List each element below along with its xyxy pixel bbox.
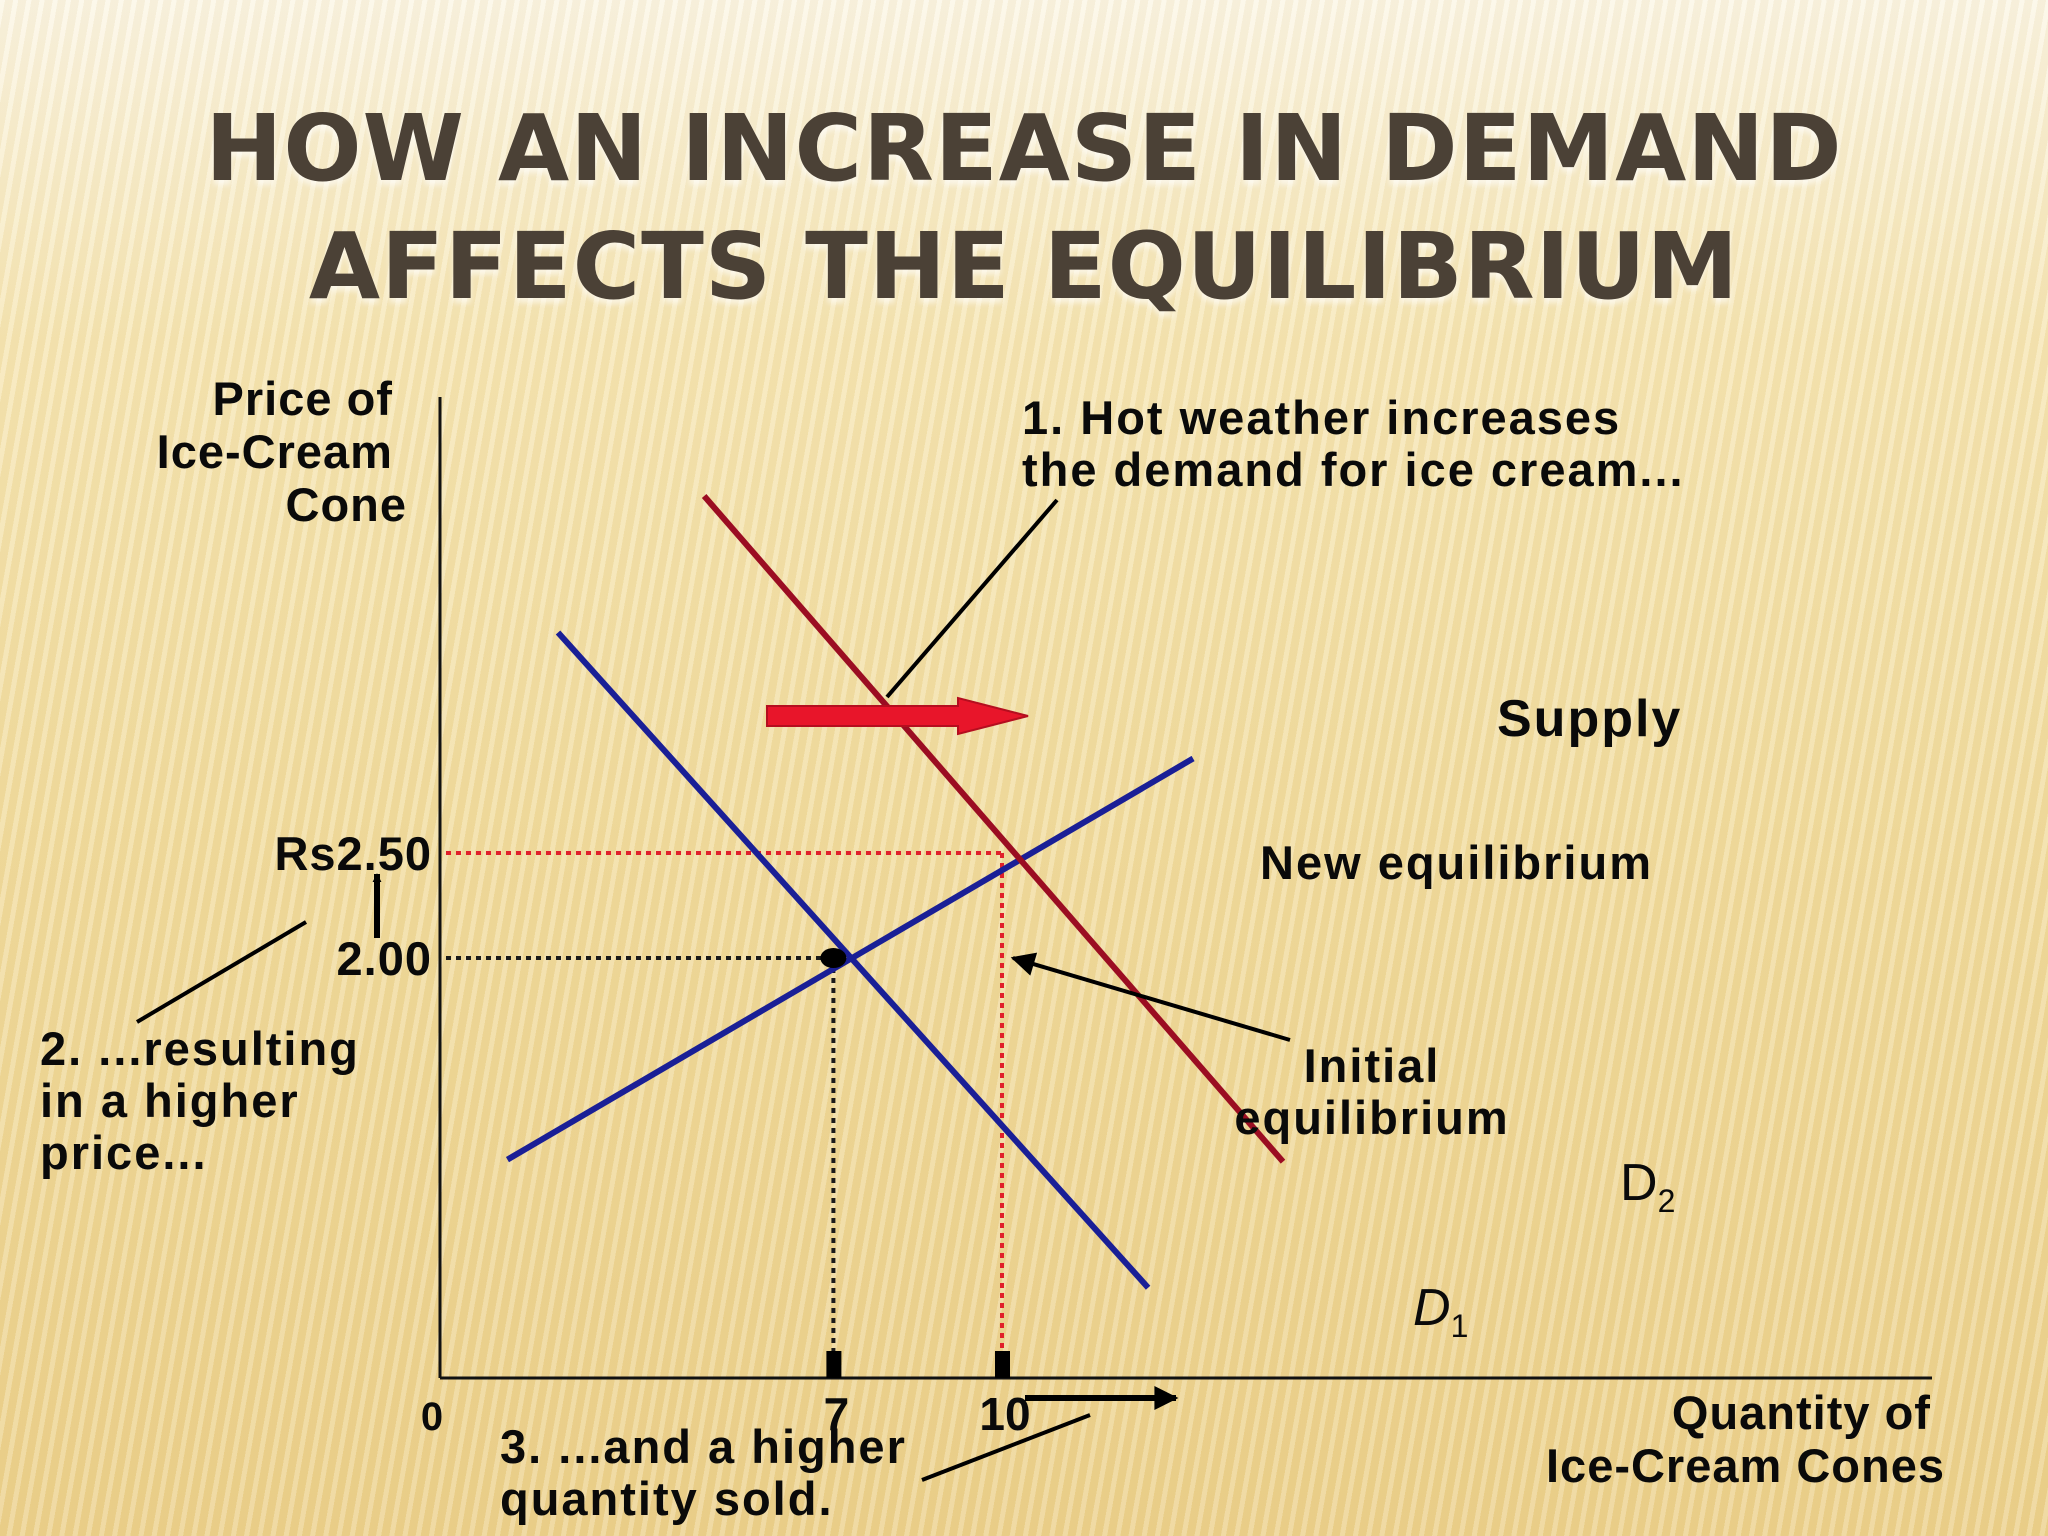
x-tick-label-10: 10	[979, 1388, 1030, 1440]
y-axis-label: Price of Ice-Cream Cone	[157, 372, 407, 531]
annotation-hot-weather: 1. Hot weather increases the demand for …	[1022, 391, 1685, 496]
demand-shift-arrow	[766, 696, 1029, 736]
origin-label: 0	[421, 1395, 443, 1439]
initial-equilibrium-pointer	[1010, 952, 1291, 1042]
slide-title: HOW AN INCREASE IN DEMAND AFFECTS THE EQ…	[0, 90, 2048, 326]
annotation-higher-price: 2. ...resulting in a higher price...	[40, 1022, 375, 1179]
annotation-higher-quantity-pointer	[921, 1413, 1091, 1482]
annotation-hot-weather-pointer	[885, 498, 1059, 699]
d2-label: D2	[1620, 1154, 1675, 1219]
y-tick-label-2: 2.00	[337, 932, 432, 985]
x-tick-label-7: 7	[824, 1388, 850, 1440]
y-tick-label-2.5: Rs2.50	[274, 827, 432, 880]
initial-equilibrium-point	[820, 948, 847, 968]
axis-ticks: 7 10 2.00 Rs2.50	[274, 827, 1030, 1440]
supply-label: Supply	[1497, 690, 1682, 748]
d2-curve	[701, 494, 1286, 1164]
initial-equilibrium-label: Initial equilibrium	[1234, 1039, 1509, 1144]
x-tick-mark-7	[826, 1351, 842, 1378]
new-equilibrium-label: New equilibrium	[1260, 836, 1653, 889]
d1-label: D1	[1413, 1279, 1468, 1344]
annotation-higher-quantity: 3. ...and a higher quantity sold.	[500, 1420, 922, 1525]
x-tick-mark-10	[995, 1351, 1010, 1378]
equilibrium-guides	[446, 851, 1004, 1378]
d1-curve	[555, 630, 1151, 1290]
title-line-1: HOW AN INCREASE IN DEMAND	[205, 95, 1843, 202]
x-axis-label: Quantity of Ice-Cream Cones	[1546, 1386, 1945, 1492]
curve-labels: Supply D1 D2 Initial equilibrium New equilibr…	[1234, 690, 1682, 1344]
annotation-higher-price-pointer	[135, 920, 308, 1024]
curves	[505, 494, 1286, 1290]
title-line-2: AFFECTS THE EQUILIBRIUM	[308, 213, 1740, 320]
